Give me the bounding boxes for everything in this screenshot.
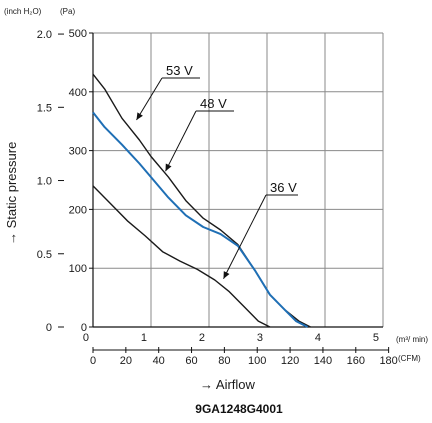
x-tick-label-m3: 3 — [257, 332, 263, 344]
callout-leader — [223, 194, 267, 280]
x-tick-label-m3: 0 — [83, 332, 89, 344]
x-tick-label-cfm: 80 — [218, 355, 230, 367]
chart-title: 9GA1248G4001 — [195, 402, 283, 416]
x-axis-cfm: 0 20 40 60 80 100 120 140 160 180 — [90, 347, 398, 367]
x-unit-cfm: (CFM) — [398, 354, 421, 363]
y-tick-label-inch: 1.0 — [37, 176, 52, 188]
y-tick-label-inch: 2.0 — [37, 29, 52, 41]
x-tick-label-cfm: 100 — [248, 355, 266, 367]
series-line-48v — [92, 111, 309, 328]
x-tick-label-cfm: 120 — [281, 355, 299, 367]
y-tick-label-inch: 0 — [46, 322, 52, 334]
y-axis-title: → Static pressure — [4, 142, 19, 245]
callout-arrowhead — [136, 112, 143, 120]
y-tick-label-pa: 300 — [69, 146, 87, 158]
y-unit-pa: (Pa) — [60, 7, 75, 16]
series-line-53v — [92, 73, 311, 328]
x-tick-label-cfm: 0 — [90, 355, 96, 367]
x-unit-m3-min: (m³/ min) — [396, 335, 428, 344]
x-tick-label-cfm: 60 — [185, 355, 197, 367]
series-label-48v: 48 V — [200, 96, 227, 111]
callout-leader — [165, 110, 197, 172]
x-tick-label-cfm: 160 — [347, 355, 365, 367]
x-tick-label-cfm: 40 — [153, 355, 165, 367]
x-tick-label-cfm: 140 — [314, 355, 332, 367]
x-axis-m3-min: 0 1 2 3 4 5 — [83, 332, 379, 344]
y-tick-label-inch: 0.5 — [37, 249, 52, 261]
y-axis-pa: 0 100 200 300 400 500 — [69, 28, 93, 334]
x-tick-label-cfm: 20 — [120, 355, 132, 367]
y-tick-label-pa: 100 — [69, 263, 87, 275]
x-axis-title: → Airflow — [200, 377, 256, 392]
series-label-53v: 53 V — [166, 63, 193, 78]
callout-arrowhead — [165, 163, 172, 172]
series-callouts: 53 V 48 V 36 V — [136, 63, 298, 280]
y-unit-inch-h2o: (inch H₂O) — [4, 7, 42, 16]
x-tick-label-m3: 1 — [141, 332, 147, 344]
callout-arrowhead — [223, 271, 230, 279]
x-tick-label-m3: 5 — [373, 332, 379, 344]
y-axis-inch-h2o: 0 0.5 1.0 1.5 2.0 — [37, 29, 64, 334]
x-tick-label-m3: 2 — [199, 332, 205, 344]
x-tick-label-cfm: 180 — [379, 355, 397, 367]
series-lines — [92, 73, 311, 328]
y-tick-label-pa: 0 — [81, 322, 87, 334]
plot-frame — [92, 33, 383, 328]
y-tick-label-inch: 1.5 — [37, 102, 52, 114]
y-tick-label-pa: 500 — [69, 28, 87, 40]
y-tick-label-pa: 200 — [69, 204, 87, 216]
y-tick-label-pa: 400 — [69, 87, 87, 99]
series-label-36v: 36 V — [270, 180, 297, 195]
x-tick-label-m3: 4 — [315, 332, 321, 344]
series-line-36v — [92, 185, 271, 328]
grid — [92, 32, 384, 328]
callout-leader — [136, 77, 163, 121]
